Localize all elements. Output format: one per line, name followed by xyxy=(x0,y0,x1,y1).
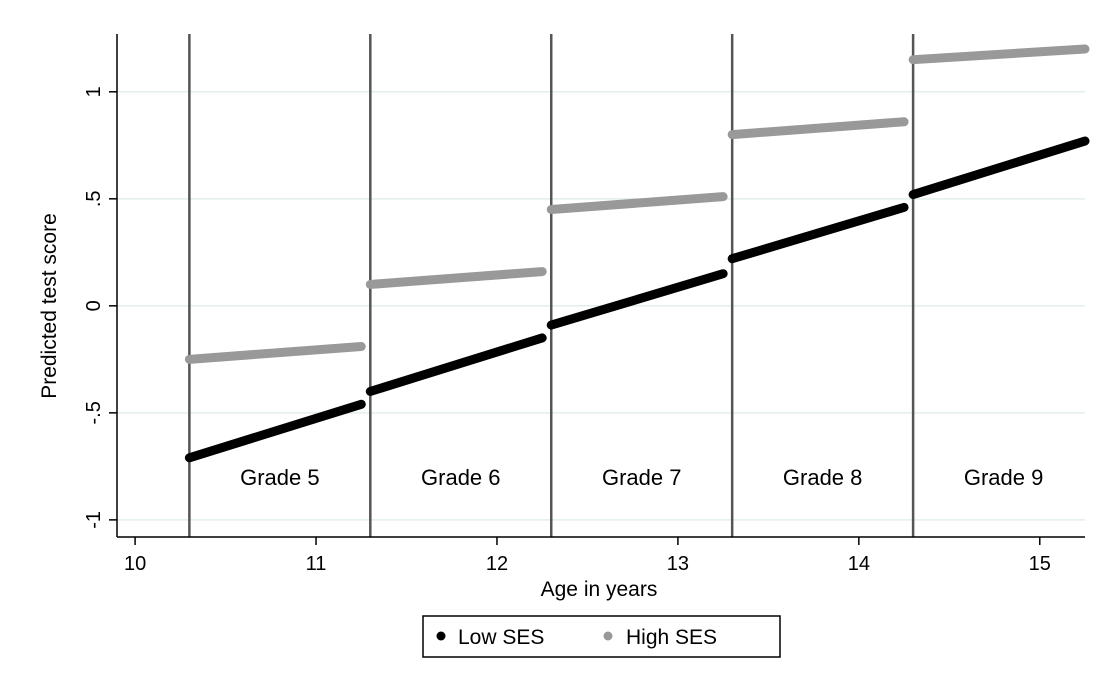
label-layer: Grade 5 Grade 6 Grade 7 Grade 8 Grade 9 xyxy=(240,465,1043,490)
legend-box xyxy=(422,615,781,658)
x-tick-label-4: 14 xyxy=(848,553,870,575)
y-tick-label-2: 0 xyxy=(83,300,105,311)
series-high-ses-segment-1 xyxy=(365,267,547,289)
grade-label-5: Grade 5 xyxy=(240,465,320,490)
series-layer xyxy=(184,44,1090,463)
y-tick-label-3: .5 xyxy=(83,190,105,207)
series-low-ses-segment-1 xyxy=(365,333,547,396)
y-tick-label-0: -1 xyxy=(83,511,105,529)
x-tick-label-3: 13 xyxy=(667,553,689,575)
x-tick-label-2: 12 xyxy=(486,553,508,575)
grade-label-7: Grade 7 xyxy=(602,465,682,490)
legend-marker-low-ses xyxy=(436,631,446,641)
series-low-ses-segment-0 xyxy=(184,399,366,463)
grade-label-6: Grade 6 xyxy=(421,465,501,490)
y-tick-label-4: 1 xyxy=(83,86,105,97)
grade-label-8: Grade 8 xyxy=(783,465,863,490)
series-high-ses-segment-4 xyxy=(908,44,1090,65)
series-low-ses-segment-2 xyxy=(546,269,728,330)
grade-label-9: Grade 9 xyxy=(964,465,1044,490)
legend-label-high-ses: High SES xyxy=(626,626,717,649)
series-high-ses-segment-0 xyxy=(184,342,366,364)
legend-label-low-ses: Low SES xyxy=(458,626,544,649)
legend-marker-high-ses xyxy=(603,631,613,641)
x-tick-label-0: 10 xyxy=(124,553,146,575)
legend: Low SES High SES xyxy=(422,615,781,658)
x-tick-label-5: 15 xyxy=(1029,553,1051,575)
series-low-ses-segment-4 xyxy=(908,136,1090,200)
y-tick-label-1: -.5 xyxy=(83,401,105,424)
series-low-ses-segment-3 xyxy=(727,202,909,264)
x-tick-label-1: 11 xyxy=(306,553,327,575)
series-high-ses-segment-3 xyxy=(727,117,909,140)
axes-layer: -1 -.5 0 .5 1 10 11 12 13 14 15 xyxy=(83,34,1085,575)
series-high-ses-segment-2 xyxy=(546,192,728,215)
x-axis-title: Age in years xyxy=(541,578,658,601)
y-axis-title: Predicted test score xyxy=(38,213,61,399)
